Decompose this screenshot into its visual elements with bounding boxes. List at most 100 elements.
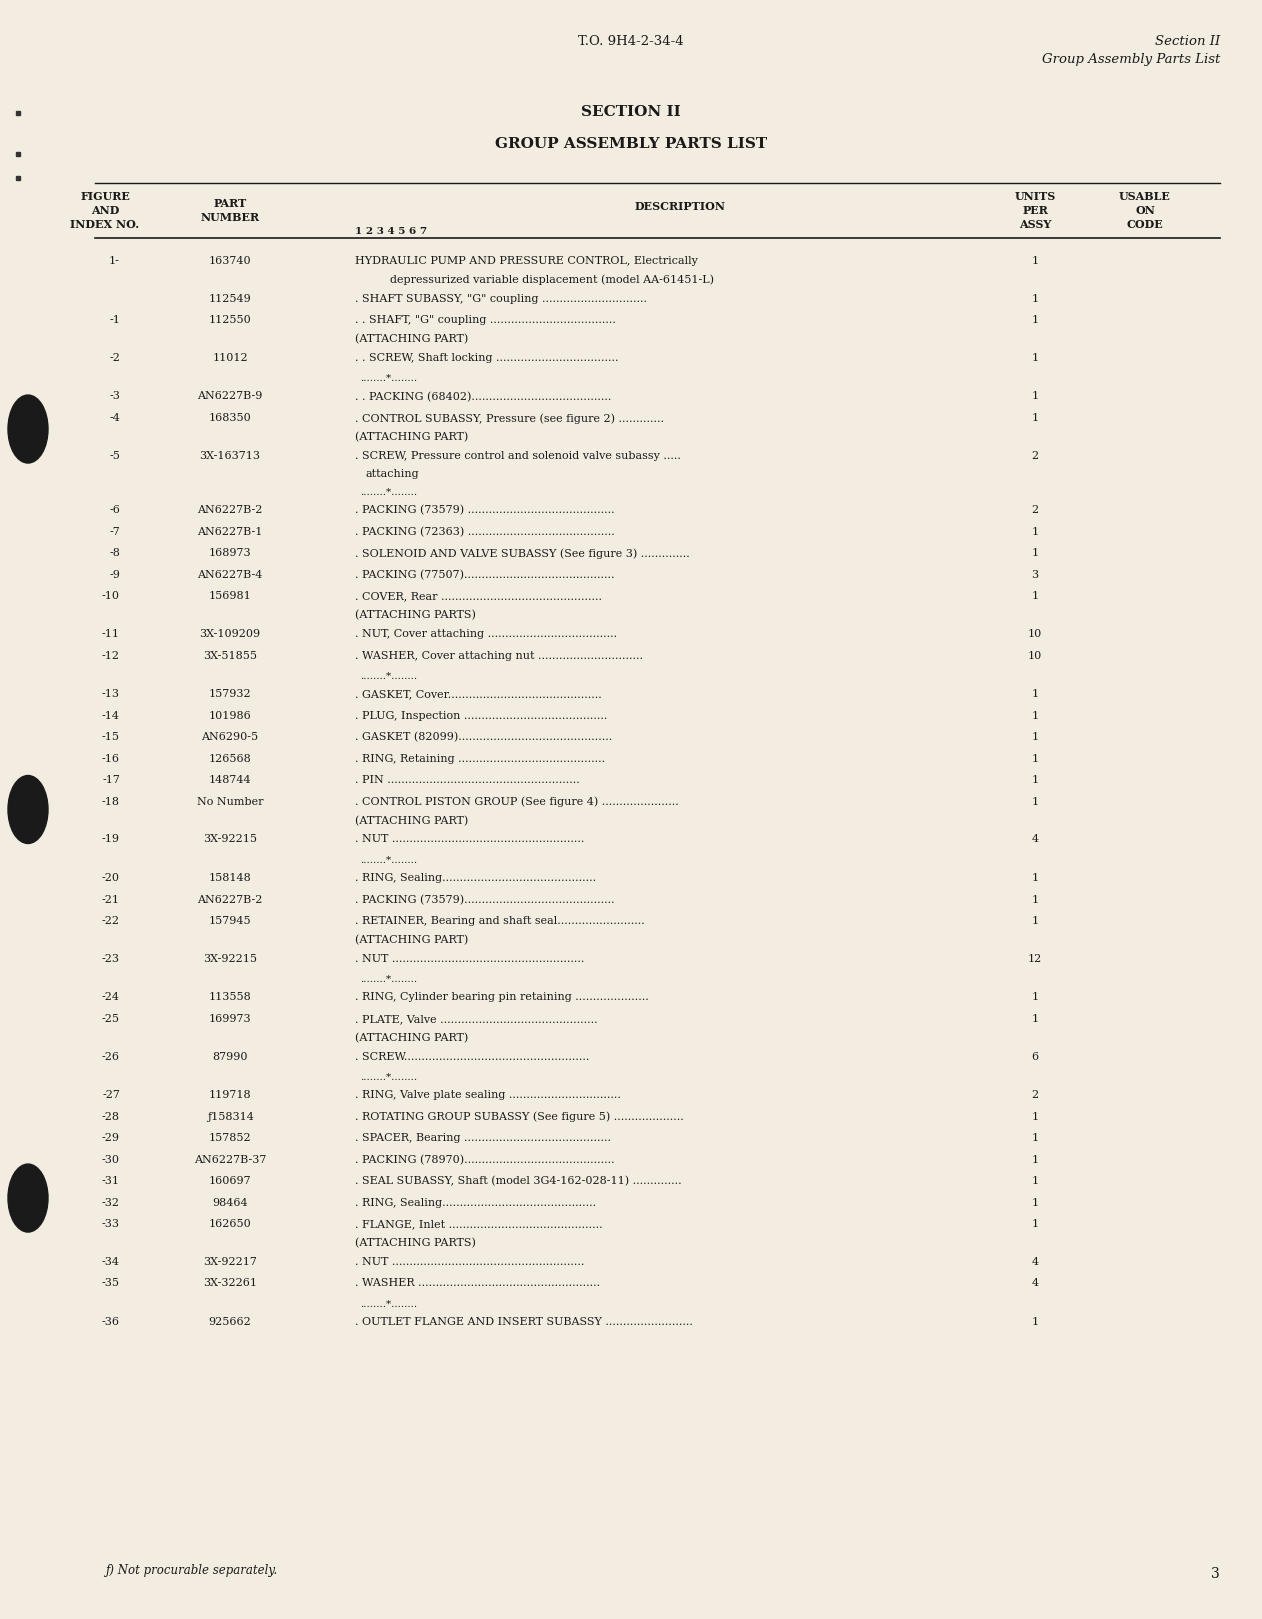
Text: -3: -3	[109, 392, 120, 402]
Text: . PLUG, Inspection .........................................: . PLUG, Inspection .....................…	[355, 711, 607, 720]
Text: 4: 4	[1031, 1256, 1039, 1266]
Text: 158148: 158148	[208, 873, 251, 882]
Text: . RING, Cylinder bearing pin retaining .....................: . RING, Cylinder bearing pin retaining .…	[355, 992, 649, 1002]
Text: . ROTATING GROUP SUBASSY (See figure 5) ....................: . ROTATING GROUP SUBASSY (See figure 5) …	[355, 1112, 684, 1122]
Text: PER: PER	[1022, 206, 1047, 215]
Text: 3X-109209: 3X-109209	[199, 630, 260, 640]
Text: 1: 1	[1031, 256, 1039, 266]
Text: 3X-92215: 3X-92215	[203, 954, 257, 963]
Text: SECTION II: SECTION II	[581, 105, 681, 120]
Text: 3: 3	[1031, 570, 1039, 580]
Text: -22: -22	[102, 916, 120, 926]
Text: 2: 2	[1031, 450, 1039, 460]
Text: Section II: Section II	[1155, 36, 1220, 49]
Text: . RING, Sealing............................................: . RING, Sealing.........................…	[355, 1198, 596, 1208]
Text: 1: 1	[1031, 992, 1039, 1002]
Text: -27: -27	[102, 1090, 120, 1101]
Text: 1 2 3 4 5 6 7: 1 2 3 4 5 6 7	[355, 227, 427, 236]
Text: . . SHAFT, "G" coupling ....................................: . . SHAFT, "G" coupling ................…	[355, 316, 616, 325]
Text: -35: -35	[102, 1279, 120, 1289]
Text: 1: 1	[1031, 1175, 1039, 1187]
Text: NUMBER: NUMBER	[201, 212, 260, 223]
Text: -23: -23	[102, 954, 120, 963]
Text: 3X-92215: 3X-92215	[203, 834, 257, 845]
Text: -24: -24	[102, 992, 120, 1002]
Text: 156981: 156981	[208, 591, 251, 601]
Text: attaching: attaching	[365, 470, 419, 479]
Text: 12: 12	[1027, 954, 1042, 963]
Text: 10: 10	[1027, 630, 1042, 640]
Text: PART: PART	[213, 198, 246, 209]
Text: . RETAINER, Bearing and shaft seal.........................: . RETAINER, Bearing and shaft seal......…	[355, 916, 645, 926]
Text: 162650: 162650	[208, 1219, 251, 1229]
Text: . RING, Valve plate sealing ................................: . RING, Valve plate sealing ............…	[355, 1090, 621, 1101]
Text: (ATTACHING PARTS): (ATTACHING PARTS)	[355, 1239, 476, 1248]
Text: -12: -12	[102, 651, 120, 661]
Text: 3X-163713: 3X-163713	[199, 450, 260, 460]
Text: ........*........: ........*........	[360, 374, 418, 384]
Text: . GASKET, Cover............................................: . GASKET, Cover.........................…	[355, 690, 602, 699]
Text: 1: 1	[1031, 1112, 1039, 1122]
Text: -16: -16	[102, 754, 120, 764]
Text: ........*........: ........*........	[360, 856, 418, 865]
Text: -18: -18	[102, 797, 120, 806]
Text: 3: 3	[1212, 1567, 1220, 1582]
Text: -29: -29	[102, 1133, 120, 1143]
Text: AN6290-5: AN6290-5	[202, 732, 259, 742]
Text: . PACKING (77507)...........................................: . PACKING (77507).......................…	[355, 570, 615, 580]
Text: CODE: CODE	[1127, 219, 1164, 230]
Text: 157852: 157852	[208, 1133, 251, 1143]
Text: AN6227B-9: AN6227B-9	[197, 392, 262, 402]
Text: (ATTACHING PART): (ATTACHING PART)	[355, 1033, 468, 1043]
Text: . PLATE, Valve .............................................: . PLATE, Valve .........................…	[355, 1013, 598, 1023]
Text: 1: 1	[1031, 776, 1039, 785]
Text: T.O. 9H4-2-34-4: T.O. 9H4-2-34-4	[578, 36, 684, 49]
Text: . NUT .......................................................: . NUT ..................................…	[355, 834, 584, 845]
Text: 1: 1	[1031, 754, 1039, 764]
Text: 112550: 112550	[208, 316, 251, 325]
Text: . . SCREW, Shaft locking ...................................: . . SCREW, Shaft locking ...............…	[355, 353, 618, 363]
Text: 4: 4	[1031, 1279, 1039, 1289]
Text: FIGURE: FIGURE	[80, 191, 130, 202]
Ellipse shape	[8, 395, 48, 463]
Text: ASSY: ASSY	[1018, 219, 1051, 230]
Ellipse shape	[8, 776, 48, 843]
Text: . WASHER, Cover attaching nut ..............................: . WASHER, Cover attaching nut ..........…	[355, 651, 644, 661]
Text: -4: -4	[109, 413, 120, 423]
Text: 1: 1	[1031, 895, 1039, 905]
Text: 1: 1	[1031, 1154, 1039, 1164]
Text: Group Assembly Parts List: Group Assembly Parts List	[1041, 53, 1220, 66]
Text: . COVER, Rear ..............................................: . COVER, Rear ..........................…	[355, 591, 602, 601]
Text: 1: 1	[1031, 690, 1039, 699]
Text: -13: -13	[102, 690, 120, 699]
Text: 1: 1	[1031, 353, 1039, 363]
Text: 112549: 112549	[208, 293, 251, 304]
Text: 1: 1	[1031, 293, 1039, 304]
Text: (ATTACHING PART): (ATTACHING PART)	[355, 334, 468, 345]
Text: 1: 1	[1031, 526, 1039, 538]
Text: -34: -34	[102, 1256, 120, 1266]
Text: 87990: 87990	[212, 1051, 247, 1062]
Text: 1: 1	[1031, 1133, 1039, 1143]
Ellipse shape	[8, 1164, 48, 1232]
Text: 1-: 1-	[109, 256, 120, 266]
Text: -28: -28	[102, 1112, 120, 1122]
Text: UNITS: UNITS	[1015, 191, 1055, 202]
Text: 3X-92217: 3X-92217	[203, 1256, 257, 1266]
Text: AN6227B-2: AN6227B-2	[197, 895, 262, 905]
Text: . WASHER ....................................................: . WASHER ...............................…	[355, 1279, 601, 1289]
Text: 126568: 126568	[208, 754, 251, 764]
Text: 925662: 925662	[208, 1316, 251, 1328]
Text: 4: 4	[1031, 834, 1039, 845]
Text: ƒ) Not procurable separately.: ƒ) Not procurable separately.	[105, 1564, 278, 1577]
Text: -26: -26	[102, 1051, 120, 1062]
Text: No Number: No Number	[197, 797, 264, 806]
Text: ON: ON	[1135, 206, 1155, 215]
Text: (ATTACHING PARTS): (ATTACHING PARTS)	[355, 610, 476, 620]
Text: -33: -33	[102, 1219, 120, 1229]
Text: -30: -30	[102, 1154, 120, 1164]
Text: 1: 1	[1031, 711, 1039, 720]
Text: -6: -6	[109, 505, 120, 515]
Text: 1: 1	[1031, 732, 1039, 742]
Text: . PACKING (78970)...........................................: . PACKING (78970).......................…	[355, 1154, 615, 1166]
